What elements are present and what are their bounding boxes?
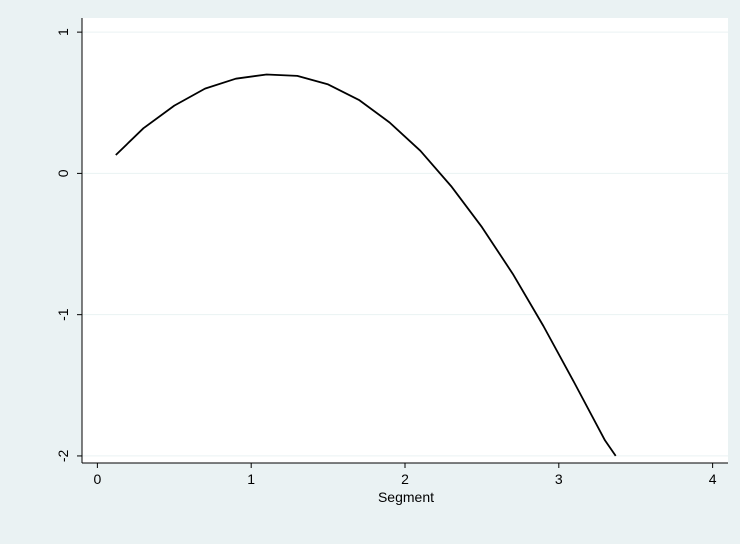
series-group [115,73,617,457]
gridlines [82,31,728,457]
y-tick-label: 0 [55,169,71,177]
y-tick-label: -1 [55,308,71,321]
y-tick-label: 1 [55,28,71,36]
x-tick-label: 4 [709,471,717,487]
y-tick-label: -2 [55,450,71,463]
plot-area [82,18,728,463]
axes: -2 -1 0 1 0 1 2 3 4 [55,18,728,487]
x-axis-title: Segment [378,489,434,505]
x-tick-label: 2 [401,471,409,487]
series-line [115,73,617,457]
x-tick-label: 0 [93,471,101,487]
x-tick-label: 3 [555,471,563,487]
x-tick-label: 1 [247,471,255,487]
